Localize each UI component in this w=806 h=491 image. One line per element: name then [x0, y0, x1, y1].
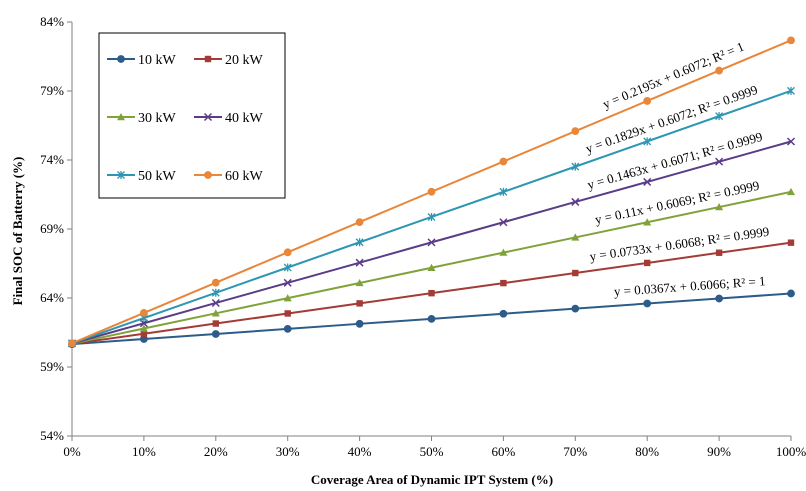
- y-tick-label: 79%: [40, 83, 64, 98]
- data-point: [499, 309, 508, 318]
- y-tick-label: 84%: [40, 14, 64, 29]
- data-point: [356, 300, 363, 307]
- legend-label: 20 kW: [225, 53, 264, 68]
- data-point: [644, 259, 651, 267]
- data-point: [427, 263, 436, 271]
- legend-marker: [203, 112, 213, 122]
- x-tick-label: 40%: [348, 444, 372, 459]
- data-point: [643, 137, 652, 146]
- data-point: [787, 86, 795, 95]
- data-point: [715, 203, 724, 211]
- data-point: [355, 278, 364, 287]
- data-point: [427, 187, 436, 196]
- x-tick-label: 70%: [563, 444, 587, 459]
- trendline-labels: y = 0.0367x + 0.6066; R² = 1y = 0.0733x …: [584, 39, 771, 299]
- legend-marker: [117, 171, 125, 179]
- x-tick-label: 90%: [707, 444, 731, 459]
- x-tick-label: 10%: [132, 444, 156, 459]
- data-point: [427, 238, 436, 247]
- x-tick-label: 0%: [63, 444, 81, 459]
- data-point: [715, 157, 724, 166]
- data-point: [68, 339, 76, 348]
- data-point: [355, 258, 364, 267]
- data-point: [355, 319, 364, 328]
- x-tick-label: 60%: [491, 444, 515, 459]
- data-point: [715, 294, 723, 303]
- legend-label: 60 kW: [225, 169, 264, 184]
- legend-label: 40 kW: [225, 111, 264, 126]
- y-tick-label: 59%: [40, 359, 64, 374]
- data-point: [283, 248, 292, 257]
- legend-box: [98, 32, 286, 199]
- data-point: [500, 279, 507, 287]
- data-point: [283, 294, 292, 302]
- data-point: [211, 309, 220, 317]
- legend-marker: [204, 55, 212, 63]
- data-point: [571, 304, 580, 313]
- x-tick-label: 50%: [420, 444, 444, 459]
- y-tick-label: 69%: [40, 221, 64, 236]
- data-point: [427, 212, 436, 221]
- data-point: [643, 299, 652, 308]
- data-point: [715, 66, 723, 75]
- data-point: [211, 330, 220, 338]
- data-point: [355, 238, 364, 247]
- data-point: [571, 233, 580, 241]
- data-point: [787, 289, 795, 298]
- data-point: [212, 320, 219, 327]
- data-point: [139, 324, 148, 332]
- legend-label: 50 kW: [138, 169, 177, 184]
- data-point: [283, 263, 292, 272]
- data-point: [499, 218, 508, 227]
- axes: 54% 59% 64% 69% 74% 79% 84% 0% 10% 20% 30% 40% 50% 60…: [40, 14, 806, 459]
- data-point: [211, 278, 220, 287]
- data-point: [787, 187, 795, 196]
- legend-marker: [117, 113, 125, 121]
- x-axis-title: Coverage Area of Dynamic IPT System (%): [311, 472, 553, 487]
- trendline-equation: y = 0.0367x + 0.6066; R² = 1: [613, 273, 766, 299]
- data-point: [643, 177, 652, 186]
- legend-marker: [117, 55, 125, 63]
- legend: 10 kW 20 kW 30 kW 40 kW 50 kW 60 kW: [98, 32, 286, 199]
- data-point: [499, 248, 508, 256]
- legend-label: 10 kW: [138, 53, 177, 68]
- data-point: [428, 289, 435, 297]
- data-point: [571, 162, 580, 171]
- x-tick-label: 80%: [635, 444, 659, 459]
- series-markers: [67, 36, 796, 348]
- data-point: [355, 218, 364, 227]
- data-point: [284, 310, 291, 317]
- data-point: [572, 269, 579, 277]
- data-point: [499, 187, 508, 196]
- data-point: [211, 298, 220, 307]
- data-point: [211, 288, 220, 297]
- y-axis-title: Final SOC of Batterry (%): [10, 157, 25, 306]
- trendline-equation: y = 0.11x + 0.6069; R² = 0.9999: [593, 178, 760, 227]
- x-tick-label: 100%: [776, 444, 806, 459]
- y-tick-label: 64%: [40, 290, 64, 305]
- x-tick-label: 30%: [276, 444, 300, 459]
- y-tick-label: 54%: [40, 428, 64, 443]
- data-point: [283, 278, 292, 287]
- legend-label: 30 kW: [138, 111, 177, 126]
- y-tick-label: 74%: [40, 152, 64, 167]
- data-point: [499, 157, 508, 166]
- legend-marker: [204, 171, 212, 179]
- data-point: [571, 127, 580, 136]
- data-point: [283, 325, 292, 333]
- data-point: [787, 36, 795, 45]
- data-point: [140, 309, 148, 317]
- data-point: [715, 249, 723, 256]
- data-point: [643, 218, 652, 226]
- x-tick-label: 20%: [204, 444, 228, 459]
- data-point: [643, 97, 652, 105]
- data-point: [787, 239, 795, 246]
- data-point: [715, 112, 724, 121]
- data-point: [140, 330, 148, 337]
- data-point: [571, 197, 580, 206]
- data-point: [427, 314, 436, 323]
- data-point: [786, 137, 796, 146]
